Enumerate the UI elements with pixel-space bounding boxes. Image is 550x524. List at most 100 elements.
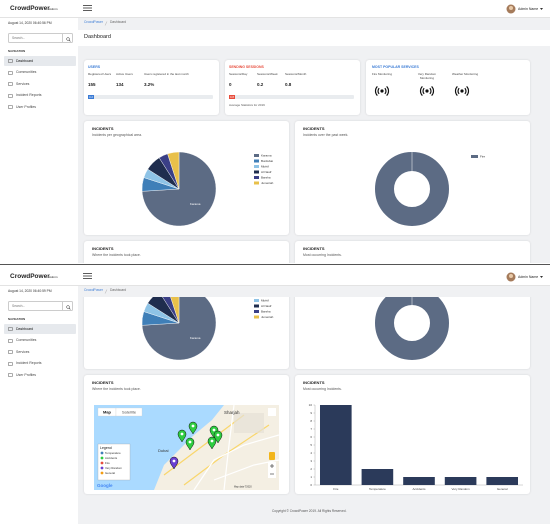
nav-label: Services bbox=[16, 349, 30, 354]
graphic: Sharjah Dubai Map Satellite LegendTemperatur… bbox=[94, 405, 279, 490]
nav-label: Incident Reports bbox=[16, 93, 42, 98]
service-label: Very Random Monitoring bbox=[417, 72, 437, 80]
icon bbox=[384, 87, 387, 95]
nav-item[interactable]: Communities bbox=[4, 68, 76, 78]
pie-slice bbox=[141, 151, 217, 227]
icon bbox=[377, 87, 380, 95]
nav-icon bbox=[8, 59, 13, 63]
note: Average Statistics for 2019 bbox=[229, 103, 265, 107]
header: CrowdPower Admin Admin Name bbox=[0, 0, 550, 18]
legend-swatch bbox=[254, 154, 259, 157]
progress-track: 3.2 bbox=[88, 95, 213, 99]
y-tick-label: 2 bbox=[310, 467, 312, 471]
fullscreen-button[interactable] bbox=[268, 408, 276, 416]
nav-item[interactable]: Dashboard bbox=[4, 324, 76, 334]
map-area bbox=[234, 413, 264, 433]
bar bbox=[486, 477, 519, 485]
graphic bbox=[8, 105, 13, 109]
map-legend-marker bbox=[100, 461, 104, 465]
x-tick-label: Very Random bbox=[452, 487, 471, 491]
legend-swatch bbox=[254, 176, 259, 179]
map-button[interactable] bbox=[115, 407, 143, 417]
graphic bbox=[104, 21, 108, 26]
legend-label: Barsha bbox=[261, 309, 271, 313]
card-title: INCIDENTS bbox=[92, 246, 114, 251]
caret bbox=[540, 276, 543, 278]
card: USERS Registered Users 155 Active Users 134 U… bbox=[84, 60, 219, 115]
legend-label: Al Nasif bbox=[261, 304, 272, 308]
icon bbox=[464, 87, 467, 95]
graphic bbox=[506, 272, 516, 282]
screen-separator bbox=[0, 264, 550, 268]
brand-name: CrowdPower bbox=[10, 272, 50, 280]
search-icon bbox=[65, 36, 70, 41]
menu-toggle[interactable] bbox=[83, 273, 92, 280]
legend-label: Al Nasif bbox=[261, 170, 272, 174]
stat-value: 0.8 bbox=[285, 82, 292, 87]
map-attribution: Map data ©2020 bbox=[234, 486, 252, 489]
nav-item[interactable]: Dashboard bbox=[4, 56, 76, 66]
graphic bbox=[65, 304, 71, 310]
map-legend-label: General bbox=[105, 471, 115, 475]
stat-value: 0.2 bbox=[257, 82, 264, 87]
nav-label: Communities bbox=[16, 70, 37, 75]
icon bbox=[425, 89, 429, 93]
graphic bbox=[65, 36, 71, 42]
card: INCIDENTS Where the incidents took place.… bbox=[84, 241, 289, 263]
search-placeholder: Search... bbox=[12, 303, 26, 308]
icon bbox=[429, 87, 432, 95]
icon bbox=[460, 89, 464, 93]
icon bbox=[374, 85, 378, 97]
nav-label: Services bbox=[16, 81, 30, 86]
y-tick-label: 7 bbox=[310, 427, 312, 431]
caret bbox=[540, 8, 543, 10]
card-title: MOST POPULAR SERVICES bbox=[372, 65, 419, 69]
legend-swatch bbox=[254, 310, 259, 313]
nav-item[interactable]: Incident Reports bbox=[4, 359, 76, 369]
stat-label: Sessions/Week bbox=[257, 72, 278, 76]
sidebar: August 14, 2020 06:40:59 PM Search... NAVI… bbox=[0, 286, 78, 524]
legend-swatch bbox=[254, 170, 259, 174]
datetime: August 14, 2020 06:40:59 PM bbox=[8, 289, 52, 293]
search-placeholder: Search... bbox=[12, 35, 26, 40]
icon bbox=[454, 85, 458, 97]
search-box[interactable]: Search... bbox=[8, 301, 73, 311]
map-logo: Google bbox=[97, 483, 113, 488]
slice-label: Karama bbox=[190, 202, 201, 206]
nav-label: User Profiles bbox=[16, 372, 37, 377]
card-title: INCIDENTS bbox=[92, 126, 114, 131]
nav-item[interactable]: User Profiles bbox=[4, 102, 76, 112]
nav-item[interactable]: Incident Reports bbox=[4, 91, 76, 101]
legend-label: Fire bbox=[480, 154, 485, 158]
icon bbox=[422, 87, 425, 95]
datetime: August 14, 2020 06:40:56 PM bbox=[8, 21, 52, 25]
user-name[interactable]: Admin Name bbox=[518, 7, 539, 11]
bar bbox=[319, 405, 352, 485]
breadcrumb-link[interactable]: CrowdPower bbox=[84, 288, 103, 292]
bar bbox=[444, 477, 477, 485]
legend-label: Barsha bbox=[261, 175, 271, 179]
nav-item[interactable]: User Profiles bbox=[4, 370, 76, 380]
breadcrumb-link[interactable]: CrowdPower bbox=[84, 20, 103, 24]
legend-swatch bbox=[254, 181, 259, 185]
card-title: INCIDENTS bbox=[303, 380, 325, 385]
y-tick-label: 1 bbox=[310, 475, 312, 479]
search-icon bbox=[68, 39, 71, 42]
pin-dot bbox=[191, 424, 195, 428]
user-name[interactable]: Admin Name bbox=[518, 275, 539, 279]
nav-item[interactable]: Communities bbox=[4, 336, 76, 346]
stat-label: Registered Users bbox=[88, 72, 112, 76]
nav-icon bbox=[8, 338, 13, 343]
map-button-label: Map bbox=[103, 409, 112, 414]
icon bbox=[380, 89, 384, 93]
search-box[interactable]: Search... bbox=[8, 33, 73, 43]
zoom-control[interactable] bbox=[268, 462, 276, 478]
y-tick-label: 4 bbox=[310, 451, 312, 455]
menu-toggle[interactable] bbox=[83, 5, 92, 12]
nav-item[interactable]: Services bbox=[4, 347, 76, 357]
nav-item[interactable]: Services bbox=[4, 79, 76, 89]
breadcrumb: CrowdPower Dashboard bbox=[78, 18, 550, 29]
